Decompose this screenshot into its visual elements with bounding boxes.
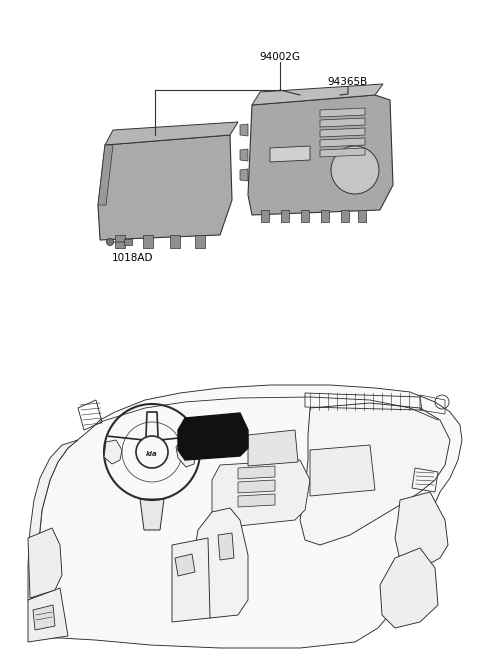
Polygon shape [32, 385, 462, 648]
Polygon shape [124, 239, 132, 245]
Text: kia: kia [146, 451, 158, 457]
Polygon shape [218, 533, 234, 560]
Circle shape [331, 146, 379, 194]
Polygon shape [178, 413, 248, 460]
Polygon shape [301, 210, 309, 222]
Polygon shape [212, 460, 310, 528]
Polygon shape [104, 440, 122, 464]
Polygon shape [320, 108, 365, 117]
Polygon shape [33, 605, 55, 630]
Polygon shape [320, 118, 365, 127]
Polygon shape [310, 445, 375, 496]
Polygon shape [172, 538, 210, 622]
Polygon shape [240, 124, 248, 136]
Polygon shape [176, 440, 196, 467]
Polygon shape [380, 548, 438, 628]
Polygon shape [320, 128, 365, 137]
Text: 94365B: 94365B [328, 77, 368, 87]
Text: 94002G: 94002G [260, 52, 300, 62]
Polygon shape [358, 210, 366, 222]
Polygon shape [238, 466, 275, 479]
Polygon shape [240, 149, 248, 161]
Polygon shape [170, 235, 180, 248]
Polygon shape [252, 84, 383, 105]
Circle shape [107, 239, 113, 245]
Polygon shape [192, 508, 248, 618]
Polygon shape [195, 235, 205, 248]
Polygon shape [320, 138, 365, 147]
Polygon shape [248, 95, 393, 215]
Polygon shape [341, 210, 349, 222]
Polygon shape [28, 588, 68, 642]
Polygon shape [143, 235, 153, 248]
Polygon shape [98, 135, 232, 240]
Polygon shape [238, 480, 275, 493]
Polygon shape [98, 145, 113, 205]
Polygon shape [140, 499, 164, 530]
Polygon shape [238, 494, 275, 507]
Polygon shape [270, 146, 310, 162]
Polygon shape [300, 403, 450, 545]
Polygon shape [321, 210, 329, 222]
Polygon shape [115, 235, 125, 248]
Polygon shape [28, 528, 62, 598]
Polygon shape [175, 554, 195, 576]
Polygon shape [28, 440, 78, 625]
Polygon shape [320, 148, 365, 157]
Polygon shape [105, 122, 238, 145]
Polygon shape [261, 210, 269, 222]
Text: 1018AD: 1018AD [112, 253, 154, 263]
Polygon shape [248, 430, 298, 466]
Polygon shape [240, 169, 248, 181]
Polygon shape [395, 492, 448, 570]
Polygon shape [281, 210, 289, 222]
